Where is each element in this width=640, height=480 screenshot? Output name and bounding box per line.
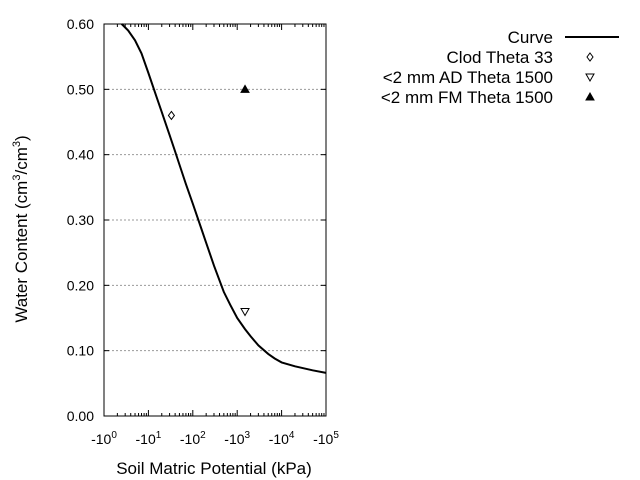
x-tick-label: -105 — [313, 430, 339, 447]
x-tick-label: -101 — [136, 430, 162, 447]
x-tick-label-base: -10 — [91, 431, 111, 447]
curve-layer — [120, 23, 327, 374]
y-tick-label: 0.30 — [67, 212, 94, 228]
legend-marker-swatch — [586, 52, 594, 62]
legend-label: <2 mm FM Theta 1500 — [381, 88, 553, 107]
x-tick-label-base: -10 — [313, 431, 333, 447]
grid-lines — [104, 88, 326, 352]
legend-label: Curve — [508, 28, 553, 47]
y-tick-label: 0.60 — [67, 16, 94, 32]
x-tick-label-base: -10 — [269, 431, 289, 447]
x-tick-label-base: -10 — [224, 431, 244, 447]
x-tick-label-exp: 4 — [289, 430, 295, 441]
y-tick-label: 0.20 — [67, 277, 94, 293]
legend-label: Clod Theta 33 — [447, 48, 553, 67]
x-axis-label: Soil Matric Potential (kPa) — [116, 459, 312, 478]
data-markers — [167, 84, 250, 317]
y-axis-label-part2: /cm — [12, 147, 31, 174]
y-axis-label: Water Content (cm3/cm3) — [11, 135, 31, 322]
y-ticks: 0.00 0.10 0.20 0.30 0.40 0.50 0.60 — [67, 16, 326, 424]
y-tick-label: 0.00 — [67, 408, 94, 424]
legend-marker-swatch — [585, 73, 595, 83]
y-axis-label-sup2: 3 — [11, 141, 23, 147]
x-tick-label-exp: 3 — [245, 430, 251, 441]
x-tick-label-exp: 5 — [333, 430, 339, 441]
y-axis-label-part1: Water Content (cm — [12, 181, 31, 323]
x-tick-label-exp: 0 — [111, 430, 117, 441]
water-retention-curve — [120, 23, 327, 374]
y-tick-label: 0.40 — [67, 147, 94, 163]
data-marker — [167, 110, 176, 121]
y-tick-label: 0.50 — [67, 81, 94, 97]
x-tick-label-exp: 1 — [156, 430, 162, 441]
x-tick-label-base: -10 — [180, 431, 200, 447]
x-tick-label: -104 — [269, 430, 295, 447]
x-tick-label: -100 — [91, 430, 117, 447]
legend-label: <2 mm AD Theta 1500 — [383, 68, 553, 87]
x-tick-label: -102 — [180, 430, 206, 447]
x-ticks: -100 -101 -102 -103 -104 -105 — [91, 24, 339, 447]
y-axis-label-sup1: 3 — [11, 175, 23, 181]
y-tick-label: 0.10 — [67, 343, 94, 359]
x-tick-label-base: -10 — [136, 431, 156, 447]
x-tick-label: -103 — [224, 430, 250, 447]
data-marker — [240, 84, 250, 93]
y-axis-label-part3: ) — [12, 135, 31, 141]
data-marker — [240, 307, 250, 317]
legend-marker-swatch — [585, 91, 595, 101]
x-tick-label-exp: 2 — [200, 430, 206, 441]
